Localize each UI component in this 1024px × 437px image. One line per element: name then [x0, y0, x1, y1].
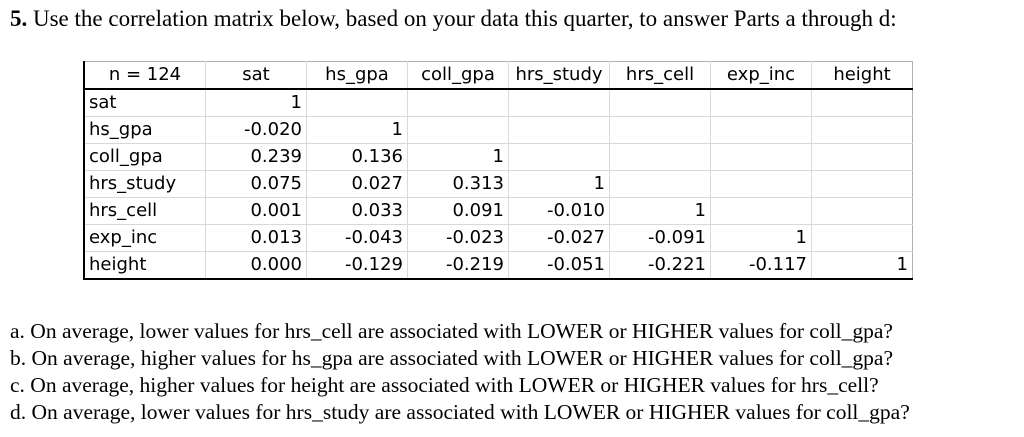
- table-cell: [710, 197, 812, 225]
- column-header: coll_gpa: [407, 61, 509, 90]
- table-cell: [609, 116, 711, 144]
- correlation-matrix: n = 124 sat hs_gpa coll_gpa hrs_study hr…: [83, 61, 913, 280]
- table-cell: -0.043: [306, 224, 408, 252]
- table-cell: -0.117: [710, 251, 812, 280]
- question-part-b: b. On average, higher values for hs_gpa …: [10, 346, 894, 370]
- table-row: hs_gpa -0.020 1: [83, 116, 913, 144]
- table-cell: [306, 88, 408, 117]
- column-header: exp_inc: [710, 61, 812, 90]
- column-header: height: [811, 61, 913, 90]
- table-cell: 1: [205, 88, 307, 117]
- table-cell: 1: [811, 251, 913, 280]
- table-cell: 0.000: [205, 251, 307, 280]
- table-cell: 0.136: [306, 143, 408, 171]
- question-text: Use the correlation matrix below, based …: [33, 6, 897, 31]
- table-cell: [811, 116, 913, 144]
- question-part-d: d. On average, lower values for hrs_stud…: [10, 400, 910, 424]
- table-cell: 0.091: [407, 197, 509, 225]
- table-cell: 0.075: [205, 170, 307, 198]
- table-cell: 0.033: [306, 197, 408, 225]
- question-part-c: c. On average, higher values for height …: [10, 373, 879, 397]
- table-cell: -0.129: [306, 251, 408, 280]
- column-header: hs_gpa: [306, 61, 408, 90]
- table-cell: -0.027: [508, 224, 610, 252]
- table-cell: [811, 170, 913, 198]
- table-cell: 1: [609, 197, 711, 225]
- table-cell: 0.013: [205, 224, 307, 252]
- table-row: sat 1: [83, 88, 913, 117]
- table-cell: 0.001: [205, 197, 307, 225]
- header-row: n = 124 sat hs_gpa coll_gpa hrs_study hr…: [83, 61, 913, 90]
- table-cell: -0.010: [508, 197, 610, 225]
- table-cell: [710, 143, 812, 171]
- table-cell: [710, 116, 812, 144]
- table-cell: -0.020: [205, 116, 307, 144]
- table-cell: 0.239: [205, 143, 307, 171]
- column-header: hrs_study: [508, 61, 610, 90]
- table-cell: [508, 88, 610, 117]
- question-part-a: a. On average, lower values for hrs_cell…: [10, 319, 893, 343]
- row-label: hs_gpa: [83, 116, 206, 144]
- row-label: coll_gpa: [83, 143, 206, 171]
- table-cell: [609, 143, 711, 171]
- table-cell: 0.313: [407, 170, 509, 198]
- row-label: hrs_study: [83, 170, 206, 198]
- row-label: height: [83, 251, 206, 280]
- column-header: sat: [205, 61, 307, 90]
- table-cell: [508, 143, 610, 171]
- column-header: hrs_cell: [609, 61, 711, 90]
- table-cell: [811, 88, 913, 117]
- table-cell: [811, 224, 913, 252]
- table-row: height 0.000 -0.129 -0.219 -0.051 -0.221…: [83, 251, 913, 280]
- table-cell: [811, 197, 913, 225]
- question-number: 5.: [10, 6, 28, 31]
- table-cell: -0.051: [508, 251, 610, 280]
- table-cell: 1: [710, 224, 812, 252]
- table-cell: [508, 116, 610, 144]
- table-cell: -0.091: [609, 224, 711, 252]
- table-cell: [710, 170, 812, 198]
- table-cell: 0.027: [306, 170, 408, 198]
- table-row: exp_inc 0.013 -0.043 -0.023 -0.027 -0.09…: [83, 224, 913, 252]
- table-cell: 1: [407, 143, 509, 171]
- table-cell: [609, 170, 711, 198]
- corner-cell: n = 124: [83, 61, 206, 90]
- table-cell: [407, 116, 509, 144]
- table-row: hrs_study 0.075 0.027 0.313 1: [83, 170, 913, 198]
- question-parts: a. On average, lower values for hrs_cell…: [10, 318, 910, 426]
- table-cell: -0.221: [609, 251, 711, 280]
- table-cell: -0.023: [407, 224, 509, 252]
- table-row: hrs_cell 0.001 0.033 0.091 -0.010 1: [83, 197, 913, 225]
- table-cell: 1: [306, 116, 408, 144]
- table-cell: 1: [508, 170, 610, 198]
- table-row: coll_gpa 0.239 0.136 1: [83, 143, 913, 171]
- table-cell: -0.219: [407, 251, 509, 280]
- table-cell: [407, 88, 509, 117]
- table-cell: [609, 88, 711, 117]
- row-label: exp_inc: [83, 224, 206, 252]
- table-cell: [710, 88, 812, 117]
- row-label: hrs_cell: [83, 197, 206, 225]
- question-heading: 5. Use the correlation matrix below, bas…: [10, 6, 897, 32]
- row-label: sat: [83, 88, 206, 117]
- table-cell: [811, 143, 913, 171]
